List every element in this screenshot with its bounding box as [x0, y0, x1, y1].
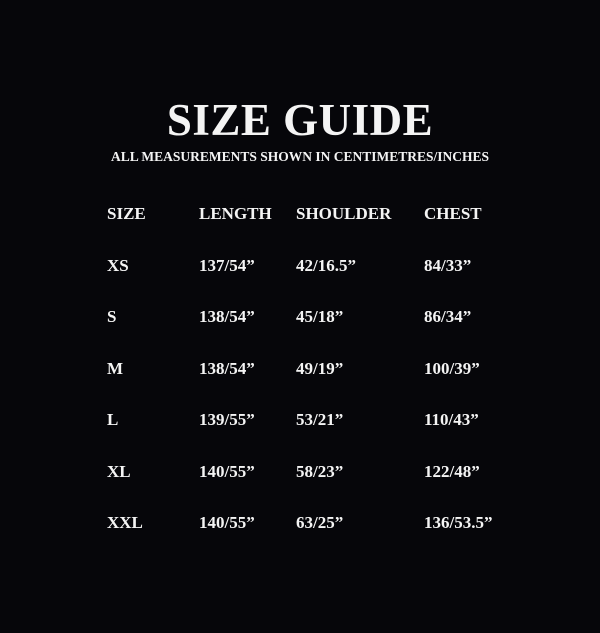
cell-chest: 100/39”	[424, 358, 480, 378]
cell-length: 138/54”	[199, 358, 255, 378]
header-shoulder: SHOULDER	[296, 204, 392, 223]
cell-chest: 136/53.5”	[424, 513, 493, 532]
header-length: LENGTH	[199, 204, 272, 223]
cell-length: 140/55”	[199, 513, 255, 532]
cell-shoulder: 49/19”	[296, 358, 344, 378]
cell-length: 139/55”	[199, 410, 255, 430]
cell-shoulder: 58/23”	[296, 461, 344, 481]
cell-length: 140/55”	[199, 461, 255, 481]
header-size: SIZE	[107, 204, 146, 223]
page-title: SIZE GUIDE	[166, 95, 434, 145]
cell-length: 137/54”	[199, 256, 255, 275]
cell-size: XXL	[107, 513, 143, 532]
cell-shoulder: 45/18”	[296, 307, 344, 327]
header-chest: CHEST	[424, 204, 482, 223]
cell-chest: 122/48”	[424, 461, 480, 481]
cell-chest: 86/34”	[424, 307, 472, 327]
cell-shoulder: 42/16.5”	[296, 256, 356, 275]
cell-chest: 110/43”	[424, 410, 479, 430]
cell-size: M	[107, 358, 124, 378]
cell-length: 138/54”	[199, 307, 255, 327]
cell-size: XL	[107, 461, 131, 481]
cell-size: XS	[107, 256, 129, 275]
subtitle: ALL MEASUREMENTS SHOWN IN CENTIMETRES/IN…	[110, 149, 490, 164]
cell-size: S	[107, 307, 117, 327]
cell-shoulder: 63/25”	[296, 513, 344, 532]
cell-chest: 84/33”	[424, 256, 472, 275]
cell-shoulder: 53/21”	[296, 410, 344, 430]
cell-size: L	[107, 410, 119, 430]
